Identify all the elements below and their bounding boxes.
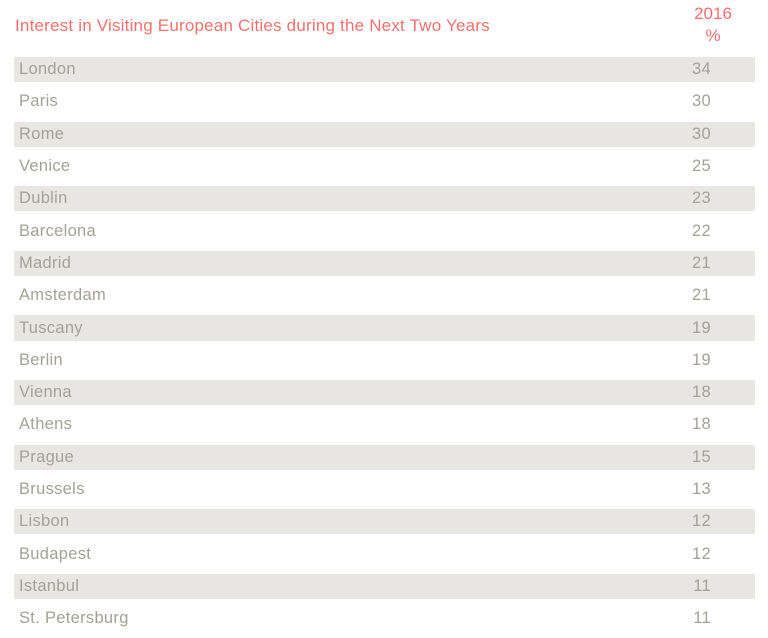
- table-row: Prague 15: [14, 444, 755, 470]
- interest-percent-value: 18: [692, 415, 711, 434]
- column-header-percent-sign: %: [705, 26, 721, 45]
- table-row: Amsterdam 21: [14, 283, 755, 308]
- city-label: Athens: [19, 415, 73, 434]
- interest-percent-value: 19: [692, 318, 711, 337]
- table-row: Athens 18: [14, 412, 755, 437]
- page-title: Interest in Visiting European Cities dur…: [15, 16, 490, 35]
- interest-percent-value: 11: [693, 609, 711, 628]
- interest-percent-value: 25: [692, 157, 711, 176]
- table-row: Venice 25: [14, 154, 755, 179]
- interest-percent-value: 23: [692, 189, 711, 208]
- table-row: Brussels 13: [14, 477, 755, 502]
- city-label: Amsterdam: [19, 286, 107, 305]
- interest-percent-value: 12: [692, 512, 711, 531]
- table-row: Dublin 23: [14, 186, 755, 212]
- table-row: Tuscany 19: [14, 315, 755, 341]
- interest-percent-value: 30: [692, 124, 711, 143]
- interest-percent-value: 18: [692, 383, 711, 402]
- table-row: London 34: [14, 57, 755, 83]
- table-row: Rome 30: [14, 121, 755, 147]
- interest-percent-value: 21: [692, 253, 711, 272]
- interest-percent-value: 11: [693, 576, 711, 595]
- city-label: Rome: [19, 124, 65, 143]
- city-interest-table: London 34 Paris 30 Rome 30 Venice 25 Dublin 23 Bar…: [14, 57, 755, 638]
- interest-percent-value: 19: [692, 350, 711, 369]
- city-label: Istanbul: [19, 576, 80, 595]
- interest-percent-value: 21: [692, 286, 711, 305]
- city-label: Lisbon: [19, 512, 70, 531]
- city-label: St. Petersburg: [19, 609, 129, 628]
- table-row: Vienna 18: [14, 379, 755, 406]
- city-label: Berlin: [19, 350, 63, 369]
- city-label: London: [19, 60, 76, 79]
- column-header-year: 2016: [694, 4, 732, 23]
- city-label: Brussels: [19, 480, 85, 498]
- city-label: Madrid: [19, 253, 72, 272]
- table-row: Istanbul 11: [14, 573, 755, 600]
- city-label: Barcelona: [19, 221, 96, 240]
- table-row: Paris 30: [14, 89, 755, 114]
- interest-percent-value: 12: [692, 544, 711, 563]
- city-label: Tuscany: [19, 318, 83, 337]
- table-row: Barcelona 22: [14, 218, 755, 243]
- table-row: Lisbon 12: [14, 509, 755, 535]
- city-label: Budapest: [19, 544, 92, 563]
- city-label: Prague: [19, 447, 75, 466]
- city-label: Venice: [19, 157, 71, 176]
- city-label: Paris: [19, 92, 59, 111]
- table-row: Berlin 19: [14, 348, 755, 373]
- interest-percent-value: 34: [692, 60, 711, 79]
- interest-percent-value: 13: [692, 480, 711, 498]
- city-label: Vienna: [19, 383, 72, 402]
- city-label: Dublin: [19, 189, 68, 208]
- interest-percent-value: 15: [692, 447, 711, 466]
- table-row: Madrid 21: [14, 250, 755, 277]
- table-row: St. Petersburg 11: [14, 606, 755, 631]
- interest-percent-value: 22: [692, 221, 711, 240]
- column-header-2016-percent: 2016 %: [683, 3, 743, 47]
- interest-percent-value: 30: [692, 92, 711, 111]
- table-row: Budapest 12: [14, 541, 755, 566]
